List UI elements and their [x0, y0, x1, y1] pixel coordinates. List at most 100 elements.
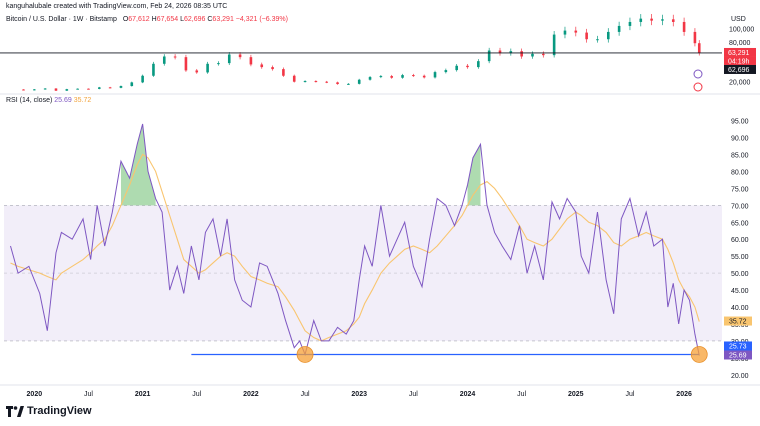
- price-badge-close: 63,291: [728, 50, 750, 57]
- price-candle-body: [401, 75, 404, 78]
- price-candle-body: [697, 43, 701, 53]
- price-tick: 100,000: [729, 27, 754, 34]
- rsi-tick: 70.00: [731, 203, 749, 210]
- price-candle-body: [661, 19, 664, 21]
- price-candle-body: [693, 31, 697, 44]
- price-candle-body: [617, 25, 621, 32]
- countdown-badge: 04:19h: [728, 58, 750, 65]
- price-candle-body: [531, 53, 534, 57]
- rsi-tick: 45.00: [731, 288, 749, 295]
- price-candle-body: [671, 19, 675, 22]
- price-candle-body: [184, 57, 188, 71]
- price-candle-body: [43, 88, 47, 90]
- price-axis-currency: USD: [731, 16, 746, 23]
- price-candle-body: [542, 53, 545, 56]
- price-candle-body: [650, 18, 653, 21]
- rsi-current-highlight: [690, 346, 708, 363]
- price-candle-body: [466, 65, 469, 68]
- price-candle-body: [260, 64, 264, 68]
- ohlc-close: 63,291: [212, 16, 234, 23]
- tradingview-logo-icon: [6, 405, 24, 417]
- price-candle-body: [325, 81, 329, 83]
- price-badge-bg: [724, 47, 756, 57]
- price-candle-body: [54, 88, 58, 91]
- price-candle-body: [433, 72, 437, 78]
- price-candle-body: [368, 77, 372, 80]
- rsi-legend-ma: 35.72: [73, 97, 92, 104]
- price-candle-body: [585, 32, 588, 40]
- price-candle-body: [552, 34, 556, 56]
- rsi-legend: RSI (14, close) 25.69 35.72: [6, 97, 91, 104]
- rsi-tick: 20.00: [731, 373, 749, 380]
- price-candle-body: [628, 21, 632, 26]
- time-tick: Jul: [301, 391, 310, 398]
- time-tick: 2020: [27, 391, 43, 398]
- price-candle-body: [130, 82, 134, 87]
- ohlc-change: −4,321 (−6.39%): [235, 16, 288, 23]
- price-candle-body: [217, 63, 220, 65]
- price-candle-body: [206, 63, 209, 73]
- price-candle-body: [639, 18, 643, 22]
- price-candle-body: [249, 57, 253, 65]
- time-tick: 2023: [351, 391, 367, 398]
- time-tick: Jul: [409, 391, 418, 398]
- price-candle-body: [98, 87, 101, 89]
- price-candle-body: [108, 87, 112, 89]
- price-candle-body: [76, 88, 79, 90]
- price-candle-body: [195, 70, 199, 73]
- time-tick: Jul: [192, 391, 201, 398]
- price-candle-body: [520, 51, 523, 57]
- ohlc-open: 67,612: [128, 16, 150, 23]
- rsi-tick: 75.00: [731, 186, 749, 193]
- countdown-badge-bg: [724, 56, 756, 65]
- price-candle-body: [152, 63, 155, 76]
- rsi-tick: 90.00: [731, 136, 749, 143]
- time-tick: Jul: [84, 391, 93, 398]
- ohlc-low: 62,696: [183, 16, 206, 23]
- rsi-support-badge-bg: [724, 341, 752, 351]
- price-candle-body: [379, 76, 383, 78]
- time-tick: 2025: [568, 391, 584, 398]
- price-candle-body: [444, 70, 448, 73]
- time-tick: 2022: [243, 391, 259, 398]
- rsi-tick: 60.00: [731, 237, 749, 244]
- ohlc-close-label: C: [207, 16, 213, 23]
- price-candle-body: [33, 89, 36, 91]
- price-candle-body: [574, 30, 578, 33]
- price-candle-body: [509, 51, 513, 54]
- price-candle-body: [390, 76, 393, 78]
- price-candle-body: [498, 50, 502, 54]
- price-candle-body: [271, 67, 274, 70]
- price-candle-body: [65, 89, 69, 91]
- price-tick: 80,000: [729, 40, 751, 47]
- price-candle-body: [347, 83, 350, 85]
- price-candle-body: [487, 50, 491, 62]
- price-candle-body: [141, 75, 144, 83]
- rsi-tick: 55.00: [731, 254, 749, 261]
- ohlc-high: 67,654: [156, 16, 179, 23]
- time-tick: 2026: [676, 391, 692, 398]
- ohlc-low-label: L: [180, 16, 184, 23]
- price-candle-body: [227, 54, 231, 64]
- rsi-value-badge: 25.69: [729, 352, 747, 359]
- price-candle-body: [119, 86, 123, 88]
- tradingview-logo[interactable]: TradingView: [6, 405, 92, 417]
- ohlc-high-label: H: [151, 16, 157, 23]
- price-candle-body: [455, 65, 458, 71]
- rsi-value-badge-bg: [724, 350, 752, 360]
- price-candle-body: [606, 31, 610, 40]
- price-candle-body: [336, 82, 339, 85]
- price-candle-body: [412, 75, 415, 77]
- price-candle-body: [682, 21, 686, 32]
- price-candle-body: [596, 39, 599, 41]
- rsi-legend-label: RSI (14, close): [6, 97, 53, 104]
- price-candle-body: [173, 56, 177, 58]
- rsi-band: [4, 205, 722, 341]
- time-tick: Jul: [517, 391, 526, 398]
- symbol-legend: Bitcoin / U.S. Dollar · 1W · Bitstamp O6…: [6, 16, 288, 23]
- rsi-tick: 95.00: [731, 119, 749, 126]
- price-candle-body: [238, 54, 242, 58]
- rsi-tick: 80.00: [731, 169, 749, 176]
- price-candle-body: [292, 75, 296, 82]
